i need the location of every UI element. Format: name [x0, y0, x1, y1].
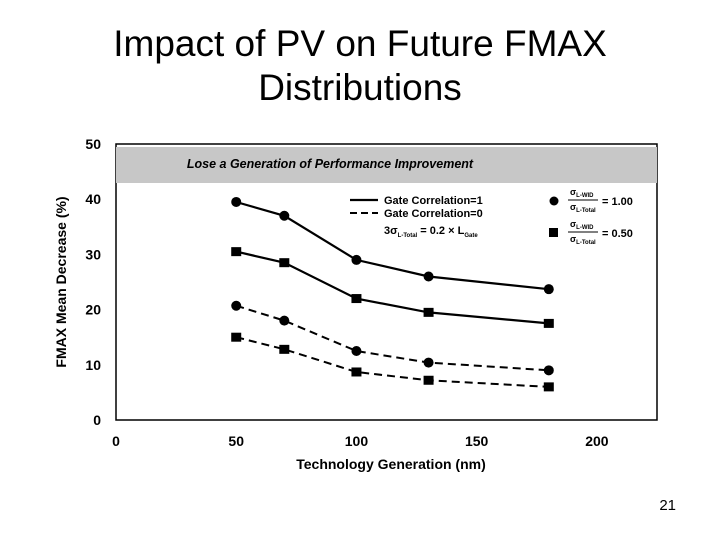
fmax-chart: Lose a Generation of Performance Improve…: [53, 136, 658, 472]
series-4-point: [231, 332, 242, 342]
x-tick-label: 0: [112, 433, 120, 449]
x-tick-label: 150: [465, 433, 489, 449]
legend-condition-mid: = 0.2 × L: [417, 225, 464, 237]
legend-condition-main: 3σ: [384, 225, 398, 237]
legend-circle-num: σL-WID: [570, 187, 594, 199]
series-4-point: [543, 382, 554, 392]
series-1-point: [231, 196, 242, 207]
y-tick-label: 20: [85, 302, 101, 318]
y-tick-label: 50: [85, 136, 101, 152]
series-1-point: [543, 284, 554, 295]
y-tick-label: 40: [85, 191, 101, 207]
legend-condition-sub1: L-Total: [398, 233, 418, 239]
legend-square-den: σL-Total: [570, 234, 596, 246]
x-tick-label: 50: [228, 433, 244, 449]
y-tick-label: 0: [93, 412, 101, 428]
series-3-point: [351, 346, 362, 356]
page-number: 21: [659, 497, 676, 514]
series-3-point: [423, 357, 434, 368]
legend-circle-den-sub: L-Total: [576, 208, 596, 214]
legend: Gate Correlation=1 Gate Correlation=0 3σ…: [350, 187, 633, 246]
series-1-point: [279, 210, 290, 221]
series-line-3: [235, 304, 549, 372]
series-line-4: [235, 336, 549, 388]
series-3-point: [543, 365, 554, 376]
legend-circle-den: σL-Total: [570, 202, 596, 214]
banner-background: [116, 147, 657, 183]
series-3-point: [279, 315, 290, 326]
y-tick-label: 10: [85, 357, 101, 373]
series-2-point: [351, 294, 362, 304]
y-tick-label: 30: [85, 246, 101, 262]
legend-square-num: σL-WID: [570, 219, 594, 231]
legend-dashed-label: Gate Correlation=0: [384, 208, 483, 220]
legend-circle-value: = 1.00: [602, 196, 633, 208]
legend-condition: 3σL-Total = 0.2 × LGate: [384, 225, 478, 239]
legend-condition-sub2: Gate: [464, 233, 478, 239]
series-4-point: [351, 367, 362, 377]
series-2-point: [231, 247, 242, 257]
series-4-point: [279, 344, 290, 354]
series-1-point: [423, 271, 434, 282]
legend-solid-label: Gate Correlation=1: [384, 195, 483, 207]
legend-square-den-sigma: σ: [570, 234, 576, 244]
legend-circle-num-sigma: σ: [570, 187, 576, 197]
y-axis-label: FMAX Mean Decrease (%): [53, 196, 69, 367]
legend-circle-marker: [549, 196, 559, 206]
x-tick-label: 200: [585, 433, 609, 449]
legend-square-num-sigma: σ: [570, 219, 576, 229]
legend-square-num-sub: L-WID: [576, 225, 594, 231]
x-tick-label: 100: [345, 433, 369, 449]
series-2-point: [423, 307, 434, 317]
banner-text: Lose a Generation of Performance Improve…: [187, 157, 474, 171]
legend-square-den-sub: L-Total: [576, 240, 596, 246]
series-2-point: [279, 258, 290, 268]
legend-circle-den-sigma: σ: [570, 202, 576, 212]
legend-circle-num-sub: L-WID: [576, 193, 594, 199]
legend-square-marker: [549, 228, 558, 237]
plot-frame: [115, 143, 658, 421]
x-axis-label: Technology Generation (nm): [296, 456, 486, 472]
series-layer: [231, 196, 554, 392]
slide-title-line1: Impact of PV on Future FMAX: [113, 23, 607, 64]
series-4-point: [423, 375, 434, 385]
series-3-point: [231, 300, 242, 311]
y-axis-ticks: 0 10 20 30 40 50: [85, 136, 101, 428]
series-2-point: [543, 318, 554, 328]
slide-title-line2: Distributions: [258, 67, 462, 108]
series-1-point: [351, 254, 362, 265]
legend-square-value: = 0.50: [602, 228, 633, 240]
x-axis-ticks: 0 50 100 150 200: [112, 433, 609, 449]
slide-title: Impact of PV on Future FMAX Distribution…: [0, 22, 720, 110]
